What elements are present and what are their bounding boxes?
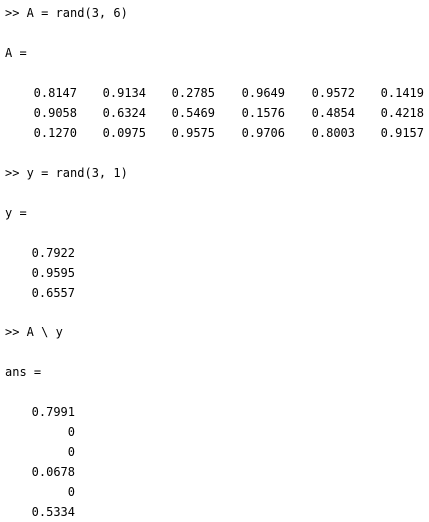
vector-cell: 0.5334 (29, 504, 75, 520)
matrix-cell: 0.2785 (169, 85, 215, 101)
vector-cell: 0 (29, 444, 75, 460)
vector-cell: 0.9595 (29, 265, 75, 281)
matrix-cell: 0.9706 (239, 125, 285, 141)
matrix-cell: 0.0975 (100, 125, 146, 141)
command-line-solve: >> A \ y (5, 324, 63, 340)
matrix-cell: 0.1270 (31, 125, 77, 141)
command-line-rand-a: >> A = rand(3, 6) (5, 5, 128, 21)
vector-cell: 0.6557 (29, 285, 75, 301)
matrix-row: 0.1270 0.0975 0.9575 0.9706 0.8003 0.915… (0, 125, 429, 141)
output-label-y: y = (5, 205, 27, 221)
matrix-row: 0.9058 0.6324 0.5469 0.1576 0.4854 0.421… (0, 105, 429, 121)
matrix-cell: 0.8003 (309, 125, 355, 141)
vector-cell: 0.7991 (29, 404, 75, 420)
matrix-cell: 0.9134 (100, 85, 146, 101)
matrix-cell: 0.9572 (309, 85, 355, 101)
vector-cell: 0.0678 (29, 464, 75, 480)
matrix-cell: 0.5469 (169, 105, 215, 121)
matrix-cell: 0.1419 (378, 85, 424, 101)
output-label-a: A = (5, 45, 27, 61)
matrix-row: 0.8147 0.9134 0.2785 0.9649 0.9572 0.141… (0, 85, 429, 101)
command-line-rand-y: >> y = rand(3, 1) (5, 165, 128, 181)
matrix-cell: 0.9649 (239, 85, 285, 101)
matrix-cell: 0.9157 (378, 125, 424, 141)
matrix-cell: 0.8147 (31, 85, 77, 101)
matrix-cell: 0.4218 (378, 105, 424, 121)
matrix-cell: 0.6324 (100, 105, 146, 121)
matrix-cell: 0.9575 (169, 125, 215, 141)
output-label-ans: ans = (5, 364, 41, 380)
vector-cell: 0.7922 (29, 245, 75, 261)
vector-cell: 0 (29, 424, 75, 440)
matrix-cell: 0.4854 (309, 105, 355, 121)
matrix-cell: 0.1576 (239, 105, 285, 121)
vector-cell: 0 (29, 484, 75, 500)
matrix-cell: 0.9058 (31, 105, 77, 121)
